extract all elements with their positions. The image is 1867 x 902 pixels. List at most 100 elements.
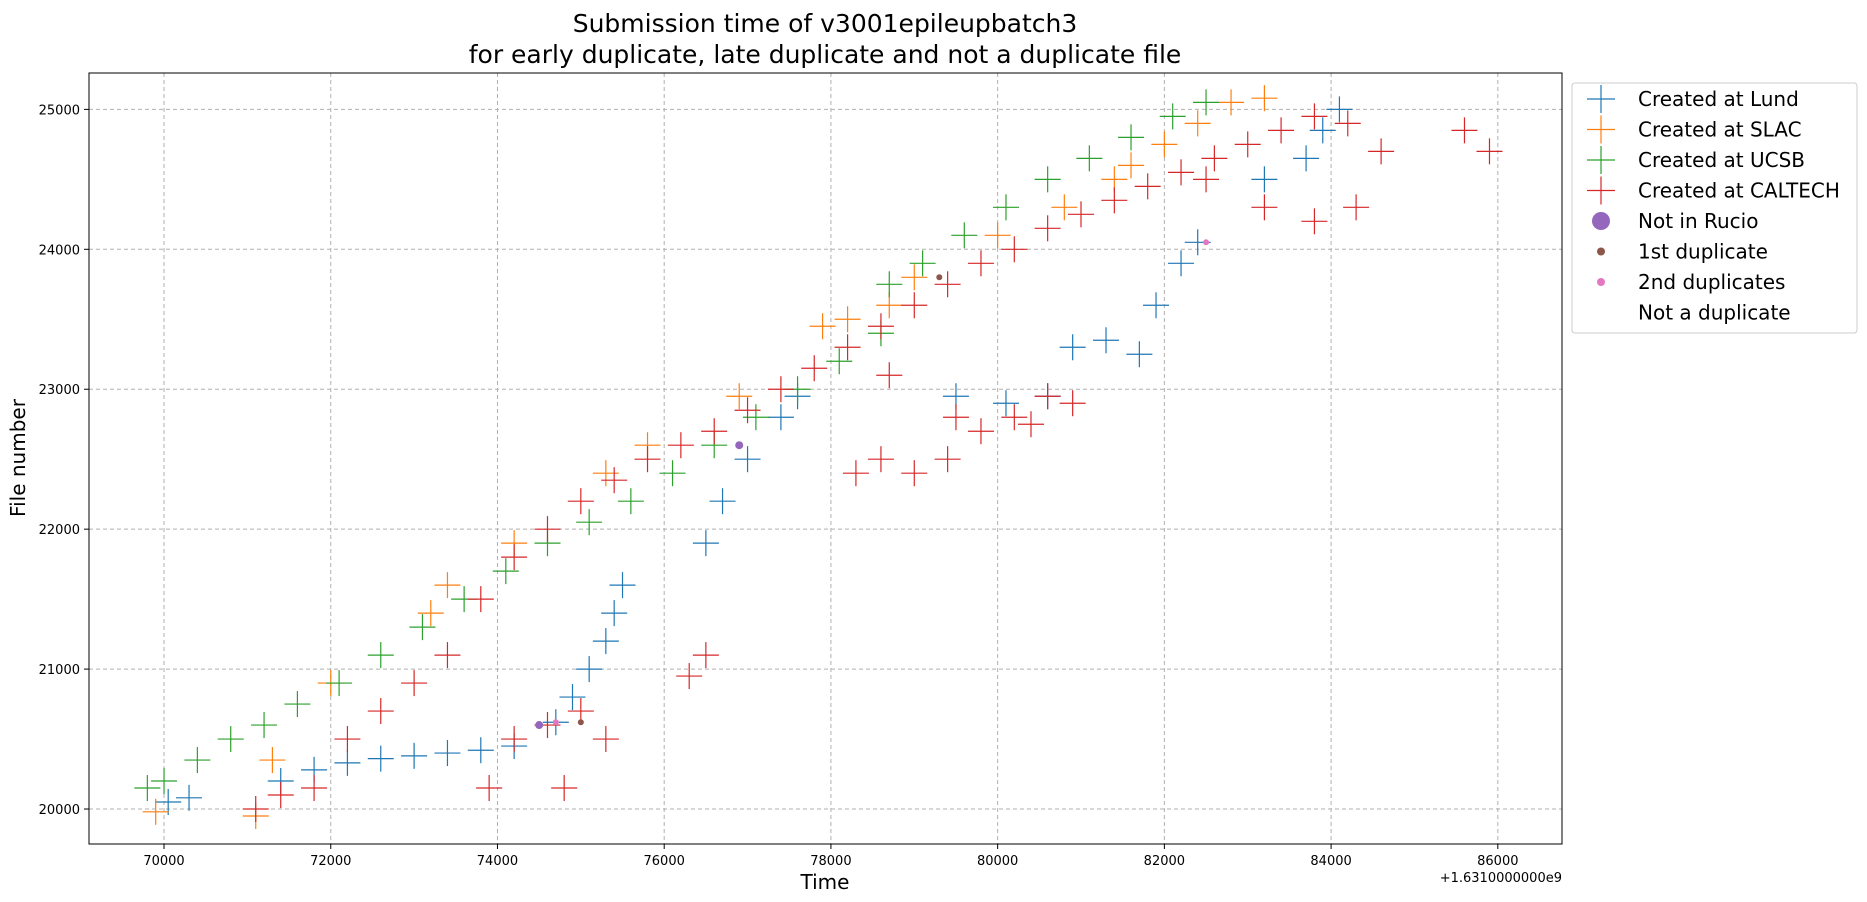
data-point (151, 768, 178, 795)
data-point (1301, 103, 1328, 130)
y-tick-label: 20000 (39, 803, 80, 818)
data-point (984, 222, 1011, 249)
data-point (701, 418, 728, 445)
data-point (842, 460, 869, 487)
data-point (1118, 152, 1145, 179)
data-point (576, 509, 603, 536)
y-tick-label: 24000 (39, 243, 80, 258)
data-point (767, 404, 794, 431)
data-point (476, 775, 503, 802)
data-point (1193, 166, 1220, 193)
data-point (1309, 117, 1336, 144)
data-point (576, 656, 603, 683)
data-point (1001, 236, 1028, 263)
data-point (734, 446, 761, 473)
data-point (767, 376, 794, 403)
data-layer (134, 85, 1503, 830)
series-created-at-caltech (242, 103, 1503, 823)
legend: Created at Lund Created at SLAC Created at… (1571, 82, 1858, 334)
legend-label-2nd-duplicates: 2nd duplicates (1638, 270, 1785, 294)
y-tick-label: 25000 (39, 103, 80, 118)
data-point (867, 313, 894, 340)
x-tick-label: 84000 (1310, 854, 1351, 869)
series-created-at-ucsb (134, 89, 1220, 802)
data-point (1201, 145, 1228, 172)
data-point (735, 441, 744, 450)
y-tick-label: 21000 (39, 663, 80, 678)
data-point (551, 775, 578, 802)
data-point (434, 572, 461, 599)
x-tick-label: 78000 (810, 854, 851, 869)
data-point (709, 488, 736, 515)
data-point (467, 586, 494, 613)
data-point (467, 737, 494, 764)
legend-label-created-at-lund: Created at Lund (1638, 87, 1799, 111)
legend-marker-2nd-duplicates (1597, 278, 1605, 286)
data-point (534, 516, 561, 543)
series-not-in-rucio (535, 441, 744, 730)
data-point (601, 467, 628, 494)
data-point (1051, 194, 1078, 221)
legend-label-1st-duplicate: 1st duplicate (1638, 240, 1768, 264)
data-point (901, 292, 928, 319)
data-point (367, 745, 394, 772)
data-point (1059, 390, 1086, 417)
data-point (184, 747, 211, 774)
data-point (901, 264, 928, 291)
data-point (934, 271, 961, 298)
data-point (401, 670, 428, 697)
data-point (1368, 138, 1395, 165)
legend-label-created-at-caltech: Created at CALTECH (1638, 179, 1840, 203)
x-tick-label: 82000 (1144, 854, 1185, 869)
data-point (1293, 145, 1320, 172)
y-tick-label: 23000 (39, 383, 80, 398)
data-point (1034, 215, 1061, 242)
data-point (1076, 145, 1103, 172)
x-tick-label: 80000 (977, 854, 1018, 869)
data-point (1168, 159, 1195, 186)
data-point (1343, 194, 1370, 221)
plot-frame (88, 72, 1563, 845)
x-tick-label: 70000 (143, 854, 184, 869)
data-point (692, 642, 719, 669)
data-point (1126, 341, 1153, 368)
legend-label-not-in-rucio: Not in Rucio (1638, 209, 1758, 233)
data-point (1184, 110, 1211, 137)
data-point (259, 747, 286, 774)
data-point (284, 691, 311, 718)
data-point (936, 274, 943, 281)
data-point (1034, 383, 1061, 410)
grid-lines (89, 73, 1562, 844)
data-point (1301, 208, 1328, 235)
data-point (826, 348, 853, 375)
data-point (1093, 327, 1120, 354)
data-point (742, 404, 769, 431)
data-point (367, 698, 394, 725)
data-point (659, 460, 686, 487)
y-axis-label: File number (6, 398, 30, 517)
x-tick-label: 86000 (1477, 854, 1518, 869)
data-point (155, 789, 182, 816)
data-point (1234, 131, 1261, 158)
legend-marker-created-at-lund (1587, 85, 1615, 113)
data-point (809, 313, 836, 340)
data-point (1251, 194, 1278, 221)
data-point (1334, 110, 1361, 137)
data-point (1118, 124, 1145, 151)
data-point (267, 782, 294, 809)
data-point (801, 355, 828, 382)
data-point (692, 530, 719, 557)
y-ticks: 20000 21000 22000 23000 24000 25000 (39, 103, 89, 818)
data-point (142, 798, 169, 825)
data-point (867, 446, 894, 473)
data-point (934, 446, 961, 473)
data-point (667, 432, 694, 459)
data-point (834, 306, 861, 333)
x-axis-label: Time (800, 870, 850, 894)
data-point (1134, 173, 1161, 200)
data-point (876, 362, 903, 389)
data-point (601, 600, 628, 627)
legend-marker-created-at-slac (1587, 115, 1615, 144)
data-point (501, 726, 528, 753)
data-point (1168, 250, 1195, 277)
